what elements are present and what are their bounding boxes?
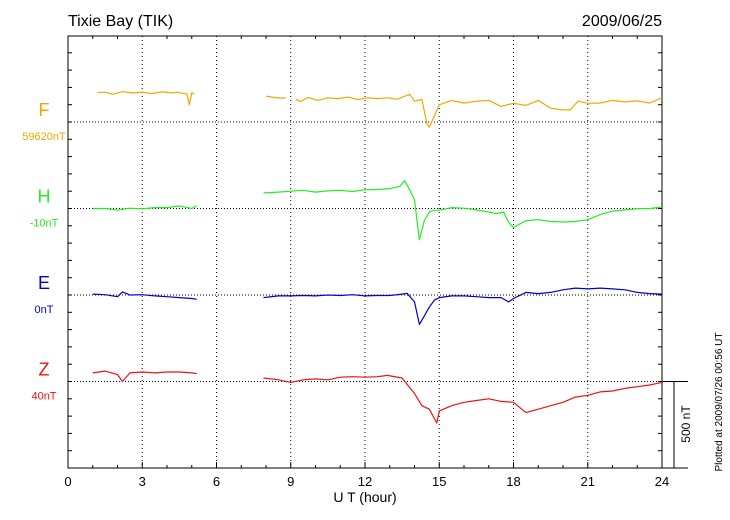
x-tick-label: 9 bbox=[287, 474, 294, 489]
series-name-e: E bbox=[38, 273, 50, 293]
series-layer bbox=[92, 91, 663, 424]
trace-f bbox=[97, 91, 195, 106]
x-tick-label: 3 bbox=[139, 474, 146, 489]
series-name-z: Z bbox=[39, 360, 50, 380]
x-tick-label: 0 bbox=[64, 474, 71, 489]
trace-f bbox=[265, 95, 286, 99]
series-baseline-z: 40nT bbox=[31, 391, 56, 403]
trace-z bbox=[92, 370, 197, 383]
scale-bar-label: 500 nT bbox=[679, 405, 693, 443]
series-name-h: H bbox=[38, 187, 51, 207]
trace-h bbox=[263, 180, 663, 241]
trace-e bbox=[263, 287, 663, 325]
label-layer: 0 3 6 9 12 15 18 21 24 F 59620nT H -10nT E 0nT Z 40nT bbox=[22, 100, 669, 489]
trace-e bbox=[92, 291, 197, 300]
plotted-timestamp: Plotted at 2009/07/26 00:56 UT bbox=[714, 333, 725, 472]
trace-f bbox=[295, 93, 663, 128]
trace-h bbox=[92, 205, 197, 211]
x-tick-label: 18 bbox=[506, 474, 520, 489]
series-baseline-f: 59620nT bbox=[22, 131, 66, 143]
series-baseline-e: 0nT bbox=[35, 304, 54, 316]
x-tick-label: 24 bbox=[655, 474, 669, 489]
x-tick-label: 12 bbox=[358, 474, 372, 489]
station-title: Tixie Bay (TIK) bbox=[68, 13, 173, 30]
series-name-f: F bbox=[39, 100, 50, 120]
x-tick-label: 6 bbox=[213, 474, 220, 489]
trace-z bbox=[263, 374, 663, 424]
x-tick-label: 21 bbox=[581, 474, 595, 489]
scale-bar bbox=[662, 381, 688, 469]
plot-date: 2009/06/25 bbox=[582, 13, 662, 30]
series-baseline-h: -10nT bbox=[30, 218, 59, 230]
grid-layer bbox=[67, 35, 688, 469]
x-tick-label: 15 bbox=[432, 474, 446, 489]
x-axis-label: U T (hour) bbox=[333, 489, 396, 505]
